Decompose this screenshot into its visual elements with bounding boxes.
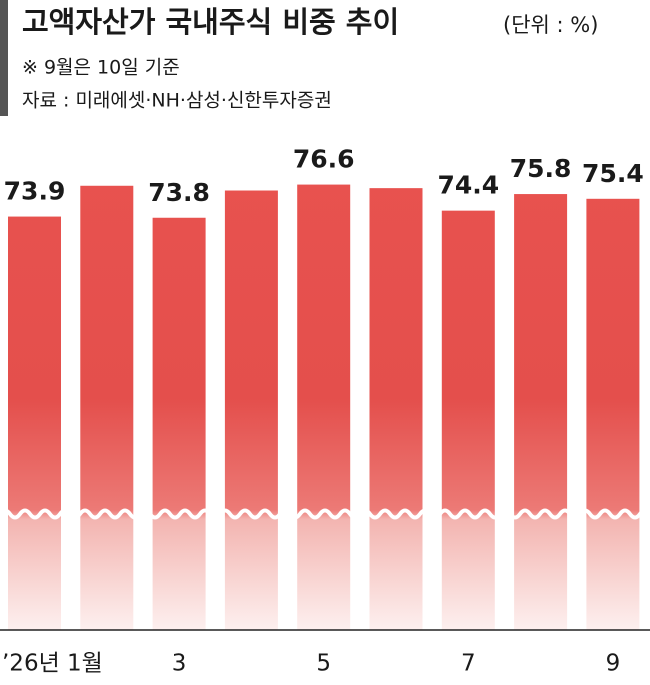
bar [514, 194, 568, 631]
x-tick-label: 5 [316, 651, 331, 677]
value-label: 76.6 [293, 145, 355, 174]
plot: 73.9 ’26년 1월 73.8 3 76.6 5 74.4 7 75.8 75.4 9 [0, 145, 650, 677]
bar [441, 210, 495, 630]
x-tick-label: ’26년 1월 [2, 651, 103, 677]
value-label: 73.8 [148, 178, 210, 207]
value-label: 75.8 [510, 154, 572, 183]
bar [224, 190, 278, 630]
bar [8, 216, 61, 631]
bar [80, 185, 134, 630]
bar [369, 188, 423, 630]
value-label: 73.9 [4, 177, 66, 206]
note: ※ 9월은 10일 기준 [22, 57, 180, 79]
chart-title: 고액자산가 국내주식 비중 추이 [22, 5, 399, 39]
x-tick-label: 7 [461, 651, 476, 677]
value-label: 74.4 [437, 171, 499, 200]
value-label: 75.4 [582, 159, 644, 188]
x-tick-label: 3 [172, 651, 187, 677]
bar [586, 198, 640, 631]
x-tick-label: 9 [606, 651, 621, 677]
unit: (단위 : %) [503, 13, 598, 37]
axis-break [0, 508, 650, 520]
source: 자료 : 미래에셋·NH·삼성·신한투자증권 [22, 90, 332, 112]
header-bar [0, 0, 8, 116]
bar [152, 217, 206, 630]
bar [297, 184, 351, 631]
